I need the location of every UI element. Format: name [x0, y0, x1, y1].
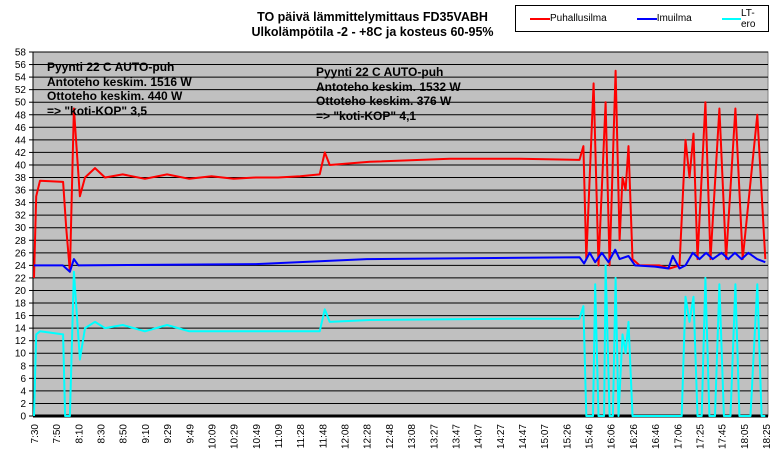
- x-tick-label: 9:49: [185, 424, 196, 444]
- legend-label: Puhallusilma: [550, 13, 607, 24]
- x-tick-label: 16:26: [629, 424, 640, 449]
- x-tick-label: 14:27: [496, 424, 507, 449]
- series-line-puhallusilma: [33, 69, 767, 278]
- annotation-right: Pyynti 22 C AUTO-puh Antoteho keskim. 15…: [316, 65, 461, 123]
- y-tick-label: 52: [15, 85, 27, 96]
- y-tick-label: 44: [15, 135, 27, 146]
- annotation-left: Pyynti 22 C AUTO-puh Antoteho keskim. 15…: [47, 60, 192, 118]
- x-tick-label: 17:45: [718, 424, 729, 449]
- annotation-line: Antoteho keskim. 1532 W: [316, 79, 461, 94]
- legend-swatch: [721, 17, 741, 20]
- x-tick-label: 13:08: [407, 424, 418, 449]
- y-tick-label: 4: [20, 386, 26, 397]
- y-tick-label: 38: [15, 173, 27, 184]
- y-tick-label: 32: [15, 211, 27, 222]
- annotation-line: => "koti-KOP" 4,1: [316, 108, 417, 123]
- x-tick-label: 11:48: [318, 424, 329, 449]
- x-tick-label: 14:07: [474, 424, 485, 449]
- y-tick-label: 16: [15, 311, 27, 322]
- y-tick-label: 14: [15, 324, 27, 335]
- legend-swatch: [530, 17, 550, 20]
- legend-item-lt-ero: LT-ero: [721, 7, 768, 30]
- y-tick-label: 34: [15, 198, 27, 209]
- y-tick-label: 36: [15, 186, 27, 197]
- x-tick-label: 11:09: [274, 424, 285, 449]
- y-tick-label: 40: [15, 160, 27, 171]
- annotation-line: Pyynti 22 C AUTO-puh: [47, 60, 175, 74]
- y-tick-label: 54: [15, 73, 27, 84]
- plot-area: [32, 51, 769, 417]
- y-tick-label: 24: [15, 261, 27, 272]
- annotation-line: => "koti-KOP" 3,5: [47, 103, 148, 118]
- x-tick-label: 18:25: [762, 424, 773, 449]
- annotation-line: Pyynti 22 C AUTO-puh: [316, 65, 444, 79]
- x-tick-label: 10:09: [207, 424, 218, 449]
- legend: Puhallusilma Imuilma LT-ero: [515, 5, 769, 32]
- y-tick-label: 58: [15, 48, 27, 59]
- title-line-2: Ulkolämpötila -2 - +8C ja kosteus 60-95%: [251, 25, 494, 39]
- y-tick-label: 0: [20, 412, 26, 423]
- x-tick-label: 15:07: [540, 424, 551, 449]
- x-tick-label: 15:46: [585, 424, 596, 449]
- x-tick-label: 10:49: [252, 424, 263, 449]
- y-tick-label: 6: [20, 374, 26, 385]
- x-tick-label: 14:47: [518, 424, 529, 449]
- y-tick-label: 22: [15, 273, 27, 284]
- x-tick-label: 12:28: [363, 424, 374, 449]
- chart-title: TO päivä lämmittelymittaus FD35VABH Ulko…: [200, 10, 545, 40]
- x-tick-label: 7:50: [52, 424, 63, 444]
- y-tick-label: 18: [15, 299, 27, 310]
- y-tick-label: 42: [15, 148, 27, 159]
- title-line-1: TO päivä lämmittelymittaus FD35VABH: [257, 10, 488, 24]
- x-tick-label: 12:48: [385, 424, 396, 449]
- y-tick-label: 26: [15, 248, 27, 259]
- annotation-line: Ottoteho keskim. 440 W: [47, 89, 183, 103]
- y-tick-label: 48: [15, 110, 27, 121]
- y-tick-label: 12: [15, 336, 27, 347]
- y-tick-label: 28: [15, 236, 27, 247]
- legend-label: LT-ero: [740, 7, 756, 30]
- series-line-lt-ero: [33, 264, 766, 417]
- x-tick-label: 8:10: [74, 424, 85, 444]
- x-tick-label: 18:05: [740, 424, 751, 449]
- y-tick-label: 30: [15, 223, 27, 234]
- legend-item-imuilma: Imuilma: [636, 13, 692, 24]
- legend-item-puhallusilma: Puhallusilma: [530, 13, 607, 24]
- annotation-line: Antoteho keskim. 1516 W: [47, 74, 192, 89]
- x-tick-label: 17:06: [673, 424, 684, 449]
- x-tick-label: 11:28: [296, 424, 307, 449]
- y-tick-label: 46: [15, 123, 27, 134]
- x-tick-label: 16:06: [607, 424, 618, 449]
- x-tick-label: 12:08: [341, 424, 352, 449]
- y-tick-label: 2: [20, 399, 26, 410]
- y-tick-label: 20: [15, 286, 27, 297]
- series-line-imuilma: [34, 248, 766, 273]
- y-tick-label: 10: [15, 349, 27, 360]
- legend-swatch: [636, 17, 657, 20]
- x-tick-label: 15:26: [562, 424, 573, 449]
- x-tick-label: 10:29: [230, 424, 241, 449]
- x-tick-label: 8:50: [119, 424, 130, 444]
- x-tick-label: 16:46: [651, 424, 662, 449]
- y-tick-label: 56: [15, 60, 27, 71]
- y-tick-label: 50: [15, 98, 27, 109]
- annotation-line: Ottoteho keskim. 376 W: [316, 94, 452, 108]
- x-tick-label: 9:29: [163, 424, 174, 444]
- x-tick-label: 9:10: [141, 424, 152, 444]
- x-tick-label: 13:47: [451, 424, 462, 449]
- x-tick-label: 8:30: [97, 424, 108, 444]
- x-tick-label: 13:27: [429, 424, 440, 449]
- x-tick-label: 7:30: [30, 424, 41, 444]
- y-tick-label: 8: [20, 361, 26, 372]
- legend-label: Imuilma: [656, 13, 692, 24]
- x-tick-label: 17:25: [695, 424, 706, 449]
